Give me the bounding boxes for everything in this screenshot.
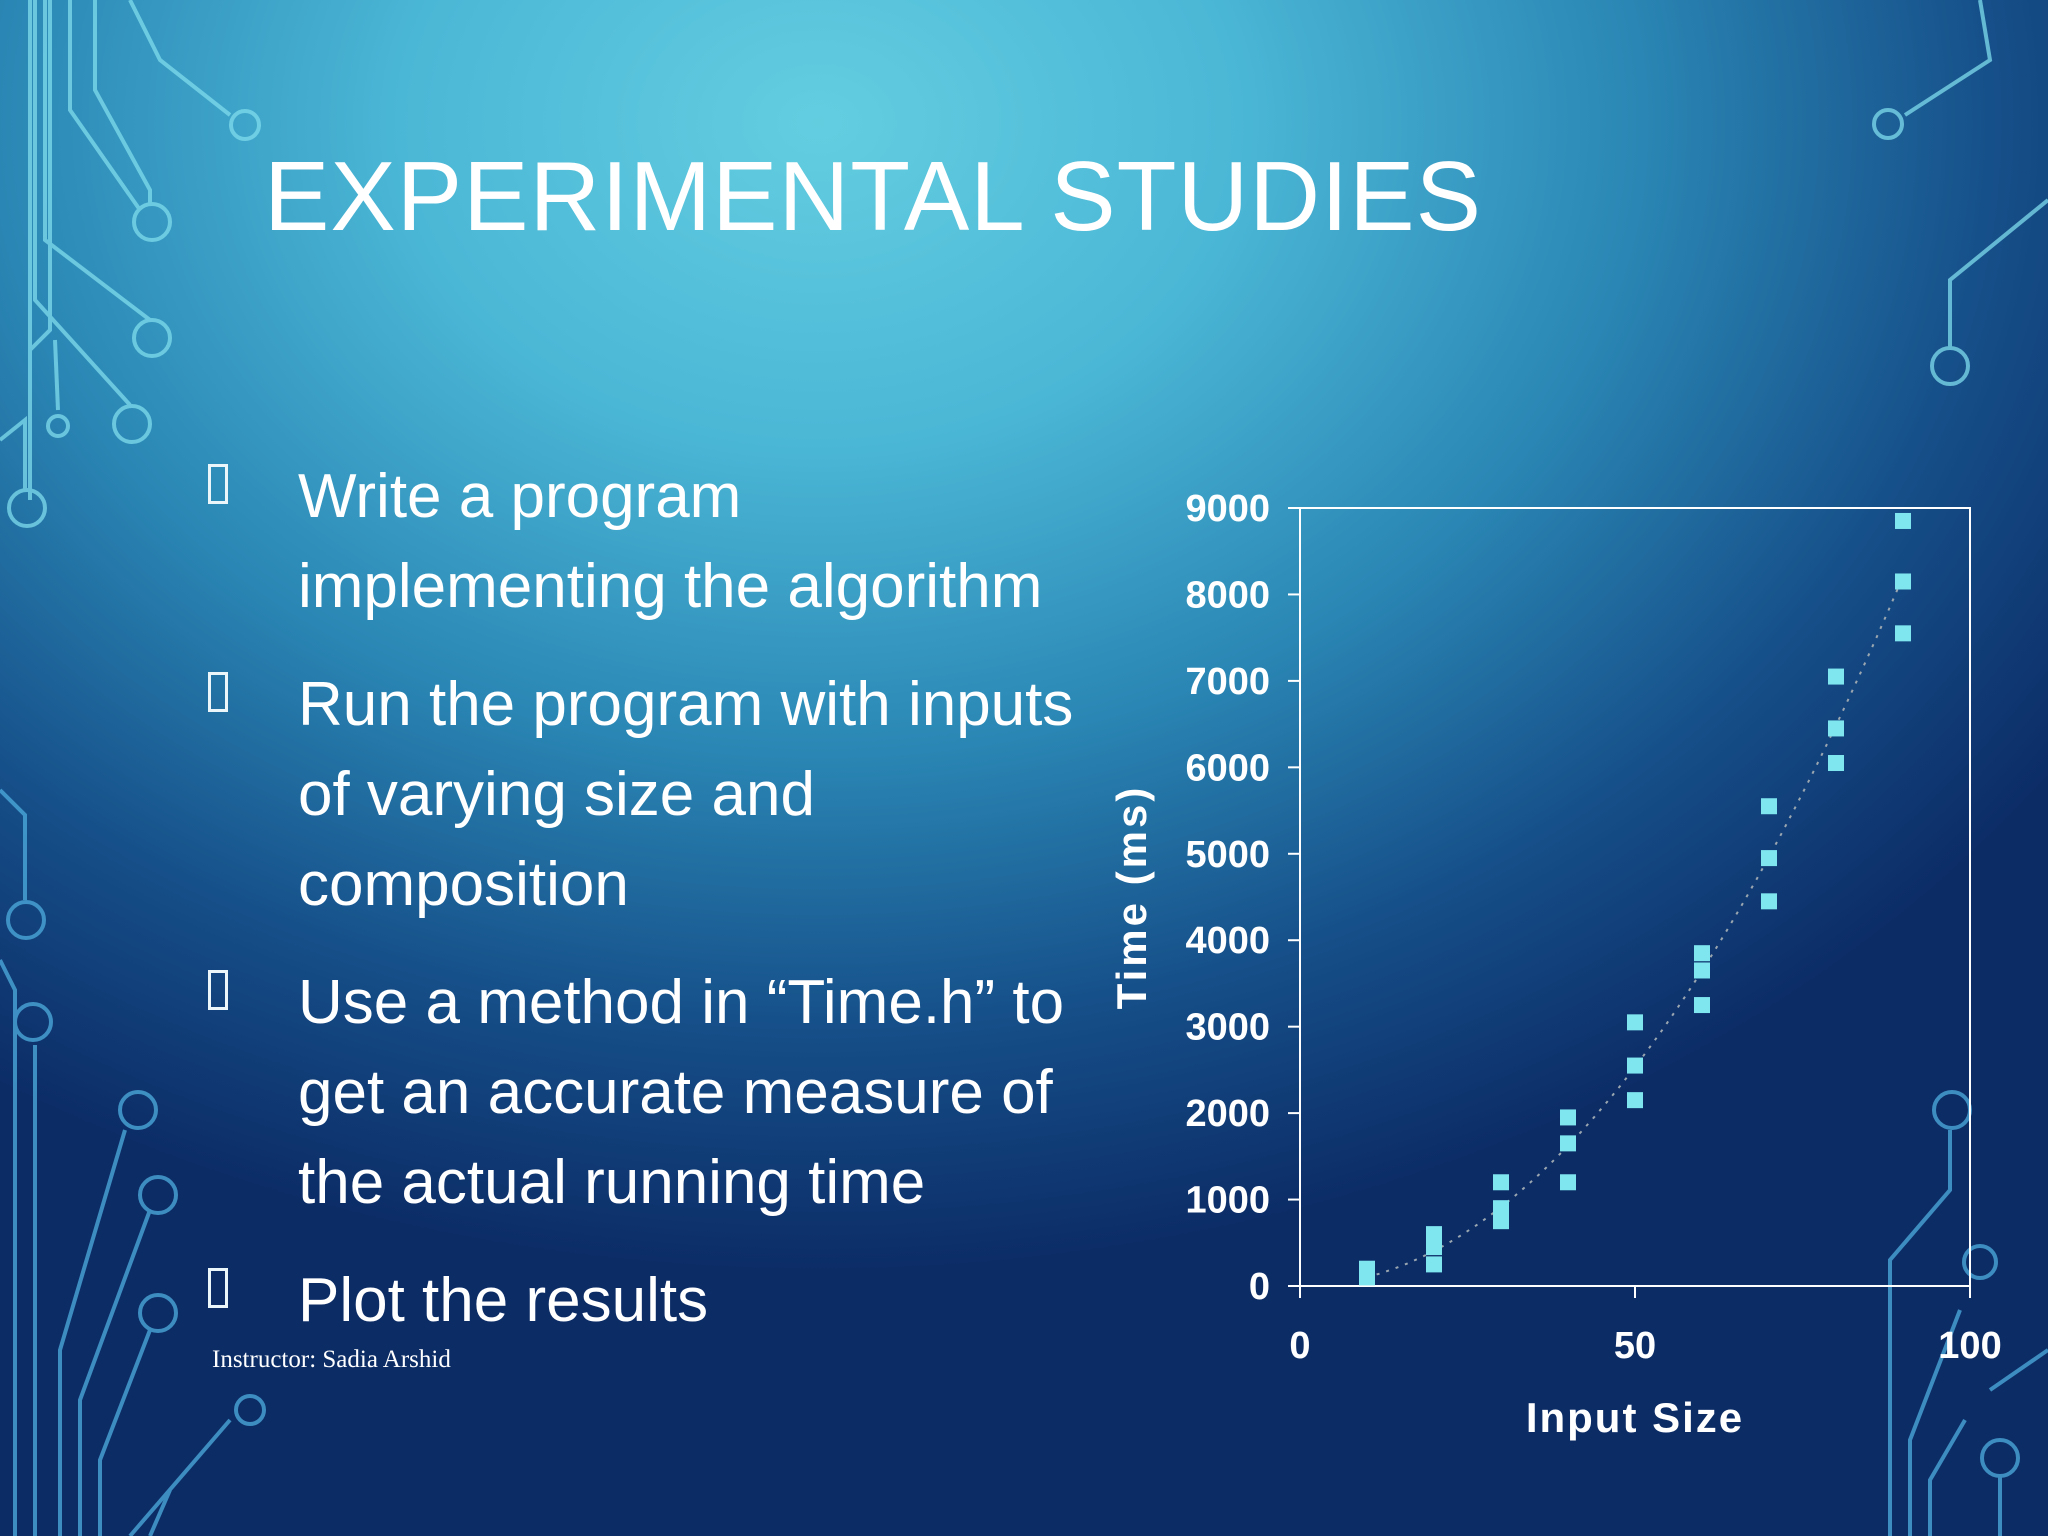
data-point (1560, 1109, 1576, 1126)
bullet-item-use-method: Use a method in “Time.h” to get an accur… (200, 958, 1100, 1228)
plot-area-frame (1299, 507, 1971, 1287)
y-tick-label: 8000 (1185, 574, 1270, 616)
y-tick-label: 9000 (1185, 488, 1270, 530)
bullet-text: Write a program implementing the algorit… (298, 462, 1043, 621)
data-point (1895, 625, 1911, 642)
bullet-item-write-program: Write a program implementing the algorit… (200, 452, 1100, 632)
data-point (1895, 512, 1911, 529)
bullet-box-icon (208, 672, 228, 712)
data-point (1828, 755, 1844, 772)
data-point (1426, 1256, 1442, 1273)
bullet-list: Write a program implementing the algorit… (200, 452, 1100, 1374)
y-axis-label: Time (ms) (1108, 785, 1155, 1010)
data-point (1426, 1239, 1442, 1256)
data-point (1627, 1014, 1643, 1031)
x-tick-label: 50 (1614, 1325, 1656, 1367)
data-point (1359, 1260, 1375, 1277)
x-axis-label: Input Size (1526, 1394, 1744, 1441)
y-tick-label: 3000 (1185, 1007, 1270, 1049)
data-point (1426, 1226, 1442, 1243)
bullet-box-icon (208, 464, 228, 504)
data-point (1761, 798, 1777, 815)
data-point (1761, 850, 1777, 867)
trend-line (1366, 576, 1904, 1279)
data-point (1694, 997, 1710, 1014)
data-point (1694, 962, 1710, 979)
x-tick-label: 100 (1938, 1325, 2001, 1367)
y-tick-label: 7000 (1185, 661, 1270, 703)
data-point (1828, 668, 1844, 685)
y-tick-label: 6000 (1185, 747, 1270, 789)
data-point (1828, 720, 1844, 737)
bullet-text: Use a method in “Time.h” to get an accur… (298, 968, 1065, 1217)
bullet-box-icon (208, 1268, 228, 1308)
y-tick-label: 5000 (1185, 834, 1270, 876)
slide-title: EXPERIMENTAL STUDIES (264, 141, 1483, 251)
data-point (1560, 1174, 1576, 1191)
data-point (1493, 1213, 1509, 1230)
data-point (1895, 573, 1911, 590)
y-tick-label: 1000 (1185, 1180, 1270, 1222)
y-tick-label: 4000 (1185, 920, 1270, 962)
bullet-item-run-program: Run the program with inputs of varying s… (200, 660, 1100, 930)
y-tick-label: 0 (1249, 1266, 1270, 1308)
bullet-item-plot-results: Plot the results (200, 1256, 1100, 1346)
data-point (1493, 1200, 1509, 1217)
data-point (1627, 1092, 1643, 1109)
bullet-text: Run the program with inputs of varying s… (298, 670, 1074, 919)
data-point (1694, 945, 1710, 962)
data-point (1560, 1135, 1576, 1152)
data-point (1761, 893, 1777, 910)
data-point (1627, 1057, 1643, 1074)
bullet-box-icon (208, 970, 228, 1010)
y-tick-label: 2000 (1185, 1093, 1270, 1135)
x-tick-label: 0 (1289, 1325, 1310, 1367)
bullet-text: Plot the results (298, 1266, 709, 1335)
instructor-footer: Instructor: Sadia Arshid (212, 1346, 451, 1373)
data-point (1493, 1174, 1509, 1191)
